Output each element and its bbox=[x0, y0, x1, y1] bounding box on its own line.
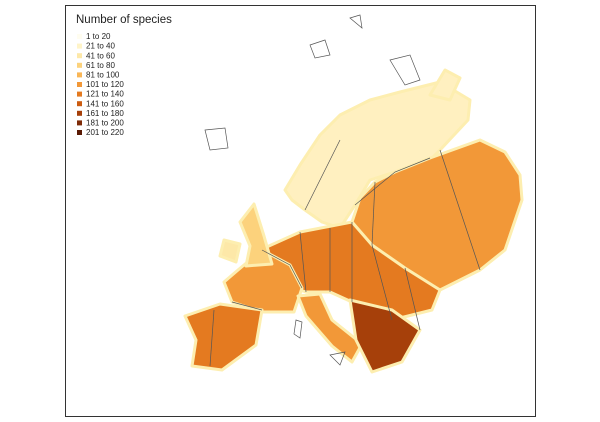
legend-swatch bbox=[77, 120, 82, 126]
legend-swatch bbox=[77, 130, 82, 135]
britain bbox=[238, 202, 274, 268]
legend-label: 1 to 20 bbox=[86, 32, 111, 41]
kola bbox=[428, 68, 462, 102]
legend-swatch bbox=[77, 101, 82, 107]
legend-label: 21 to 40 bbox=[86, 42, 115, 51]
legend-label: 181 to 200 bbox=[86, 119, 124, 128]
islands bbox=[204, 14, 421, 366]
land bbox=[183, 68, 524, 374]
legend-label: 161 to 180 bbox=[86, 109, 124, 118]
legend-swatch bbox=[77, 34, 82, 39]
legend-swatch bbox=[77, 82, 82, 87]
legend-swatch bbox=[77, 53, 82, 59]
legend-label: 81 to 100 bbox=[86, 71, 120, 80]
legend-label: 41 to 60 bbox=[86, 51, 115, 60]
iberia bbox=[183, 302, 264, 372]
legend-title: Number of species bbox=[76, 14, 172, 26]
legend-swatch bbox=[77, 110, 82, 116]
legend-label: 101 to 120 bbox=[86, 80, 124, 89]
legend-swatch bbox=[77, 72, 82, 78]
legend-swatch bbox=[77, 62, 82, 68]
balkans bbox=[348, 298, 422, 374]
legend-label: 141 to 160 bbox=[86, 99, 124, 108]
borders bbox=[209, 139, 481, 367]
legend-swatch bbox=[77, 43, 82, 49]
legend-label: 121 to 140 bbox=[86, 90, 124, 99]
legend-label: 61 to 80 bbox=[86, 61, 115, 70]
italy bbox=[296, 292, 364, 364]
ireland bbox=[218, 238, 242, 264]
legend-label: 201 to 220 bbox=[86, 128, 124, 137]
legend-swatch bbox=[77, 91, 82, 97]
